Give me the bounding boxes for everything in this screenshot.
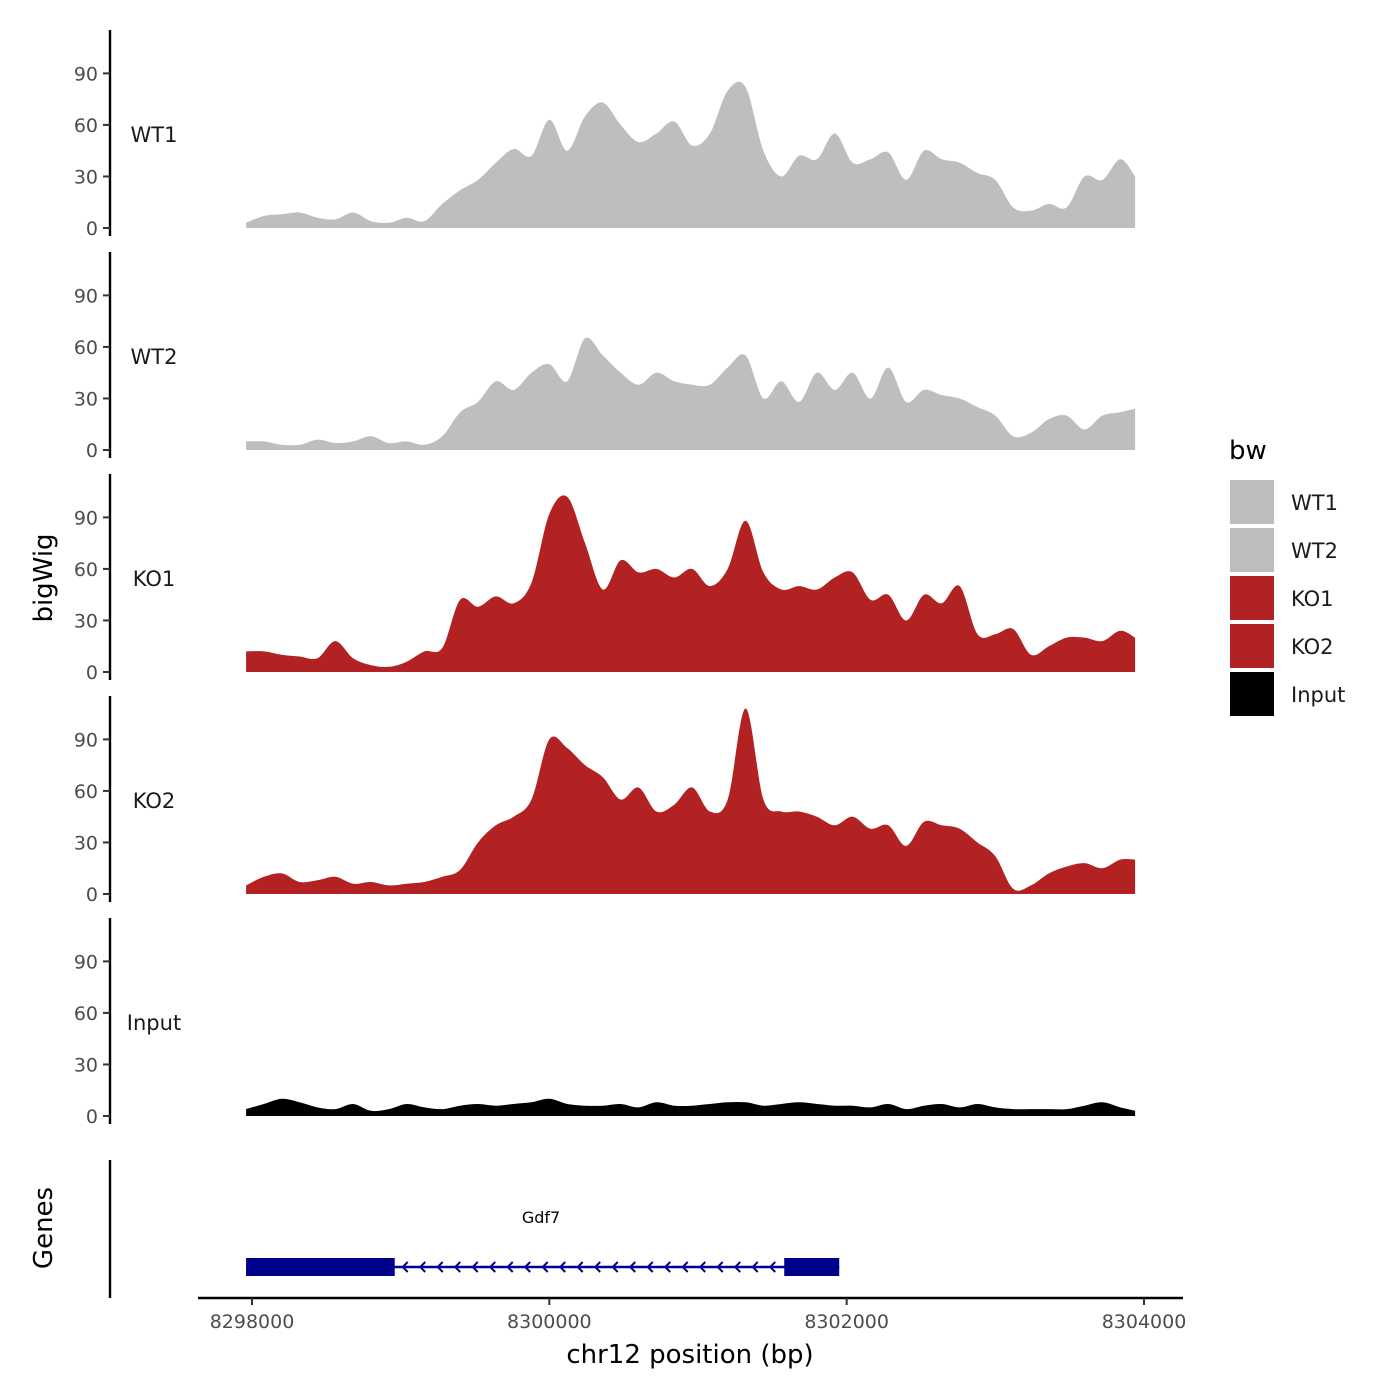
track-label: KO2 (133, 789, 176, 813)
x-tick-label: 8300000 (507, 1311, 592, 1333)
x-tick-label: 8304000 (1102, 1311, 1187, 1333)
y-tick-label: 0 (86, 218, 98, 240)
strand-arrow (663, 1261, 671, 1273)
y-tick-label: 60 (74, 1003, 98, 1025)
x-tick-label: 8298000 (210, 1311, 295, 1333)
legend-swatch-ko1 (1230, 576, 1274, 620)
gene-exon (784, 1258, 840, 1276)
strand-arrow (506, 1261, 514, 1273)
strand-arrow (418, 1261, 426, 1273)
gene-name-label: Gdf7 (522, 1208, 560, 1227)
coverage-tracks: 0 30 60 90 WT1 0 30 60 90 WT2 0 30 60 90 KO1 0 30 60 90 KO2… (74, 30, 1136, 1128)
track-input: 0 30 60 90 Input (74, 918, 1136, 1128)
strand-arrow (523, 1261, 531, 1273)
legend-swatch-wt1 (1230, 480, 1274, 524)
strand-arrow (628, 1261, 636, 1273)
x-tick-label: 8302000 (804, 1311, 889, 1333)
track-label: WT1 (131, 123, 178, 147)
gene-exon (246, 1258, 395, 1276)
strand-arrow (611, 1261, 619, 1273)
y-tick-label: 60 (74, 115, 98, 137)
strand-arrow (401, 1261, 409, 1273)
legend-label: WT1 (1291, 491, 1338, 515)
y-tick-label: 90 (74, 285, 98, 307)
y-tick-label: 90 (74, 507, 98, 529)
area-input (246, 1098, 1136, 1116)
x-axis-title: chr12 position (bp) (566, 1340, 813, 1370)
track-wt2: 0 30 60 90 WT2 (74, 252, 1136, 462)
track-ko2: 0 30 60 90 KO2 (74, 696, 1136, 906)
y-tick-label: 0 (86, 662, 98, 684)
y-tick-label: 60 (74, 781, 98, 803)
strand-arrow (453, 1261, 461, 1273)
y-tick-label: 90 (74, 951, 98, 973)
y-tick-label: 90 (74, 729, 98, 751)
y-tick-label: 30 (74, 832, 98, 854)
y-tick-label: 90 (74, 63, 98, 85)
y-tick-label: 30 (74, 166, 98, 188)
strand-arrow (646, 1261, 654, 1273)
strand-arrow (541, 1261, 549, 1273)
legend-label: WT2 (1291, 539, 1338, 563)
legend-label: KO2 (1291, 635, 1334, 659)
y-tick-label: 30 (74, 388, 98, 410)
y-tick-label: 0 (86, 440, 98, 462)
area-ko1 (246, 495, 1136, 672)
y-tick-label: 0 (86, 884, 98, 906)
strand-arrow (558, 1261, 566, 1273)
strand-arrow (488, 1261, 496, 1273)
strand-arrow (436, 1261, 444, 1273)
track-wt1: 0 30 60 90 WT1 (74, 30, 1136, 240)
y-axis-title: bigWig (29, 533, 59, 622)
y-tick-label: 30 (74, 1054, 98, 1076)
legend: bw WT1 WT2 KO1 KO2 Input (1229, 436, 1345, 716)
y-tick-label: 30 (74, 610, 98, 632)
legend-title: bw (1229, 436, 1267, 466)
y-tick-label: 0 (86, 1106, 98, 1128)
track-label: WT2 (131, 345, 178, 369)
track-label: Input (127, 1011, 181, 1035)
legend-label: KO1 (1291, 587, 1334, 611)
strand-arrow (733, 1261, 741, 1273)
strand-arrow (768, 1261, 776, 1273)
legend-swatch-wt2 (1230, 528, 1274, 572)
area-ko2 (246, 708, 1136, 894)
legend-swatch-ko2 (1230, 624, 1274, 668)
strand-arrow (681, 1261, 689, 1273)
strand-arrow (593, 1261, 601, 1273)
gene-track-title: Genes (29, 1187, 59, 1269)
legend-label: Input (1291, 683, 1345, 707)
strand-arrow (698, 1261, 706, 1273)
area-wt1 (246, 81, 1136, 228)
area-wt2 (246, 337, 1136, 450)
y-tick-label: 60 (74, 337, 98, 359)
strand-arrow (576, 1261, 584, 1273)
strand-arrow (471, 1261, 479, 1273)
gene-track: Gdf7 (108, 1160, 840, 1298)
track-label: KO1 (133, 567, 176, 591)
strand-arrow (751, 1261, 759, 1273)
track-ko1: 0 30 60 90 KO1 (74, 474, 1136, 684)
strand-arrow (716, 1261, 724, 1273)
legend-swatch-input (1230, 672, 1274, 716)
y-tick-label: 60 (74, 559, 98, 581)
x-axis: 8298000 8300000 8302000 8304000 (198, 1296, 1187, 1333)
